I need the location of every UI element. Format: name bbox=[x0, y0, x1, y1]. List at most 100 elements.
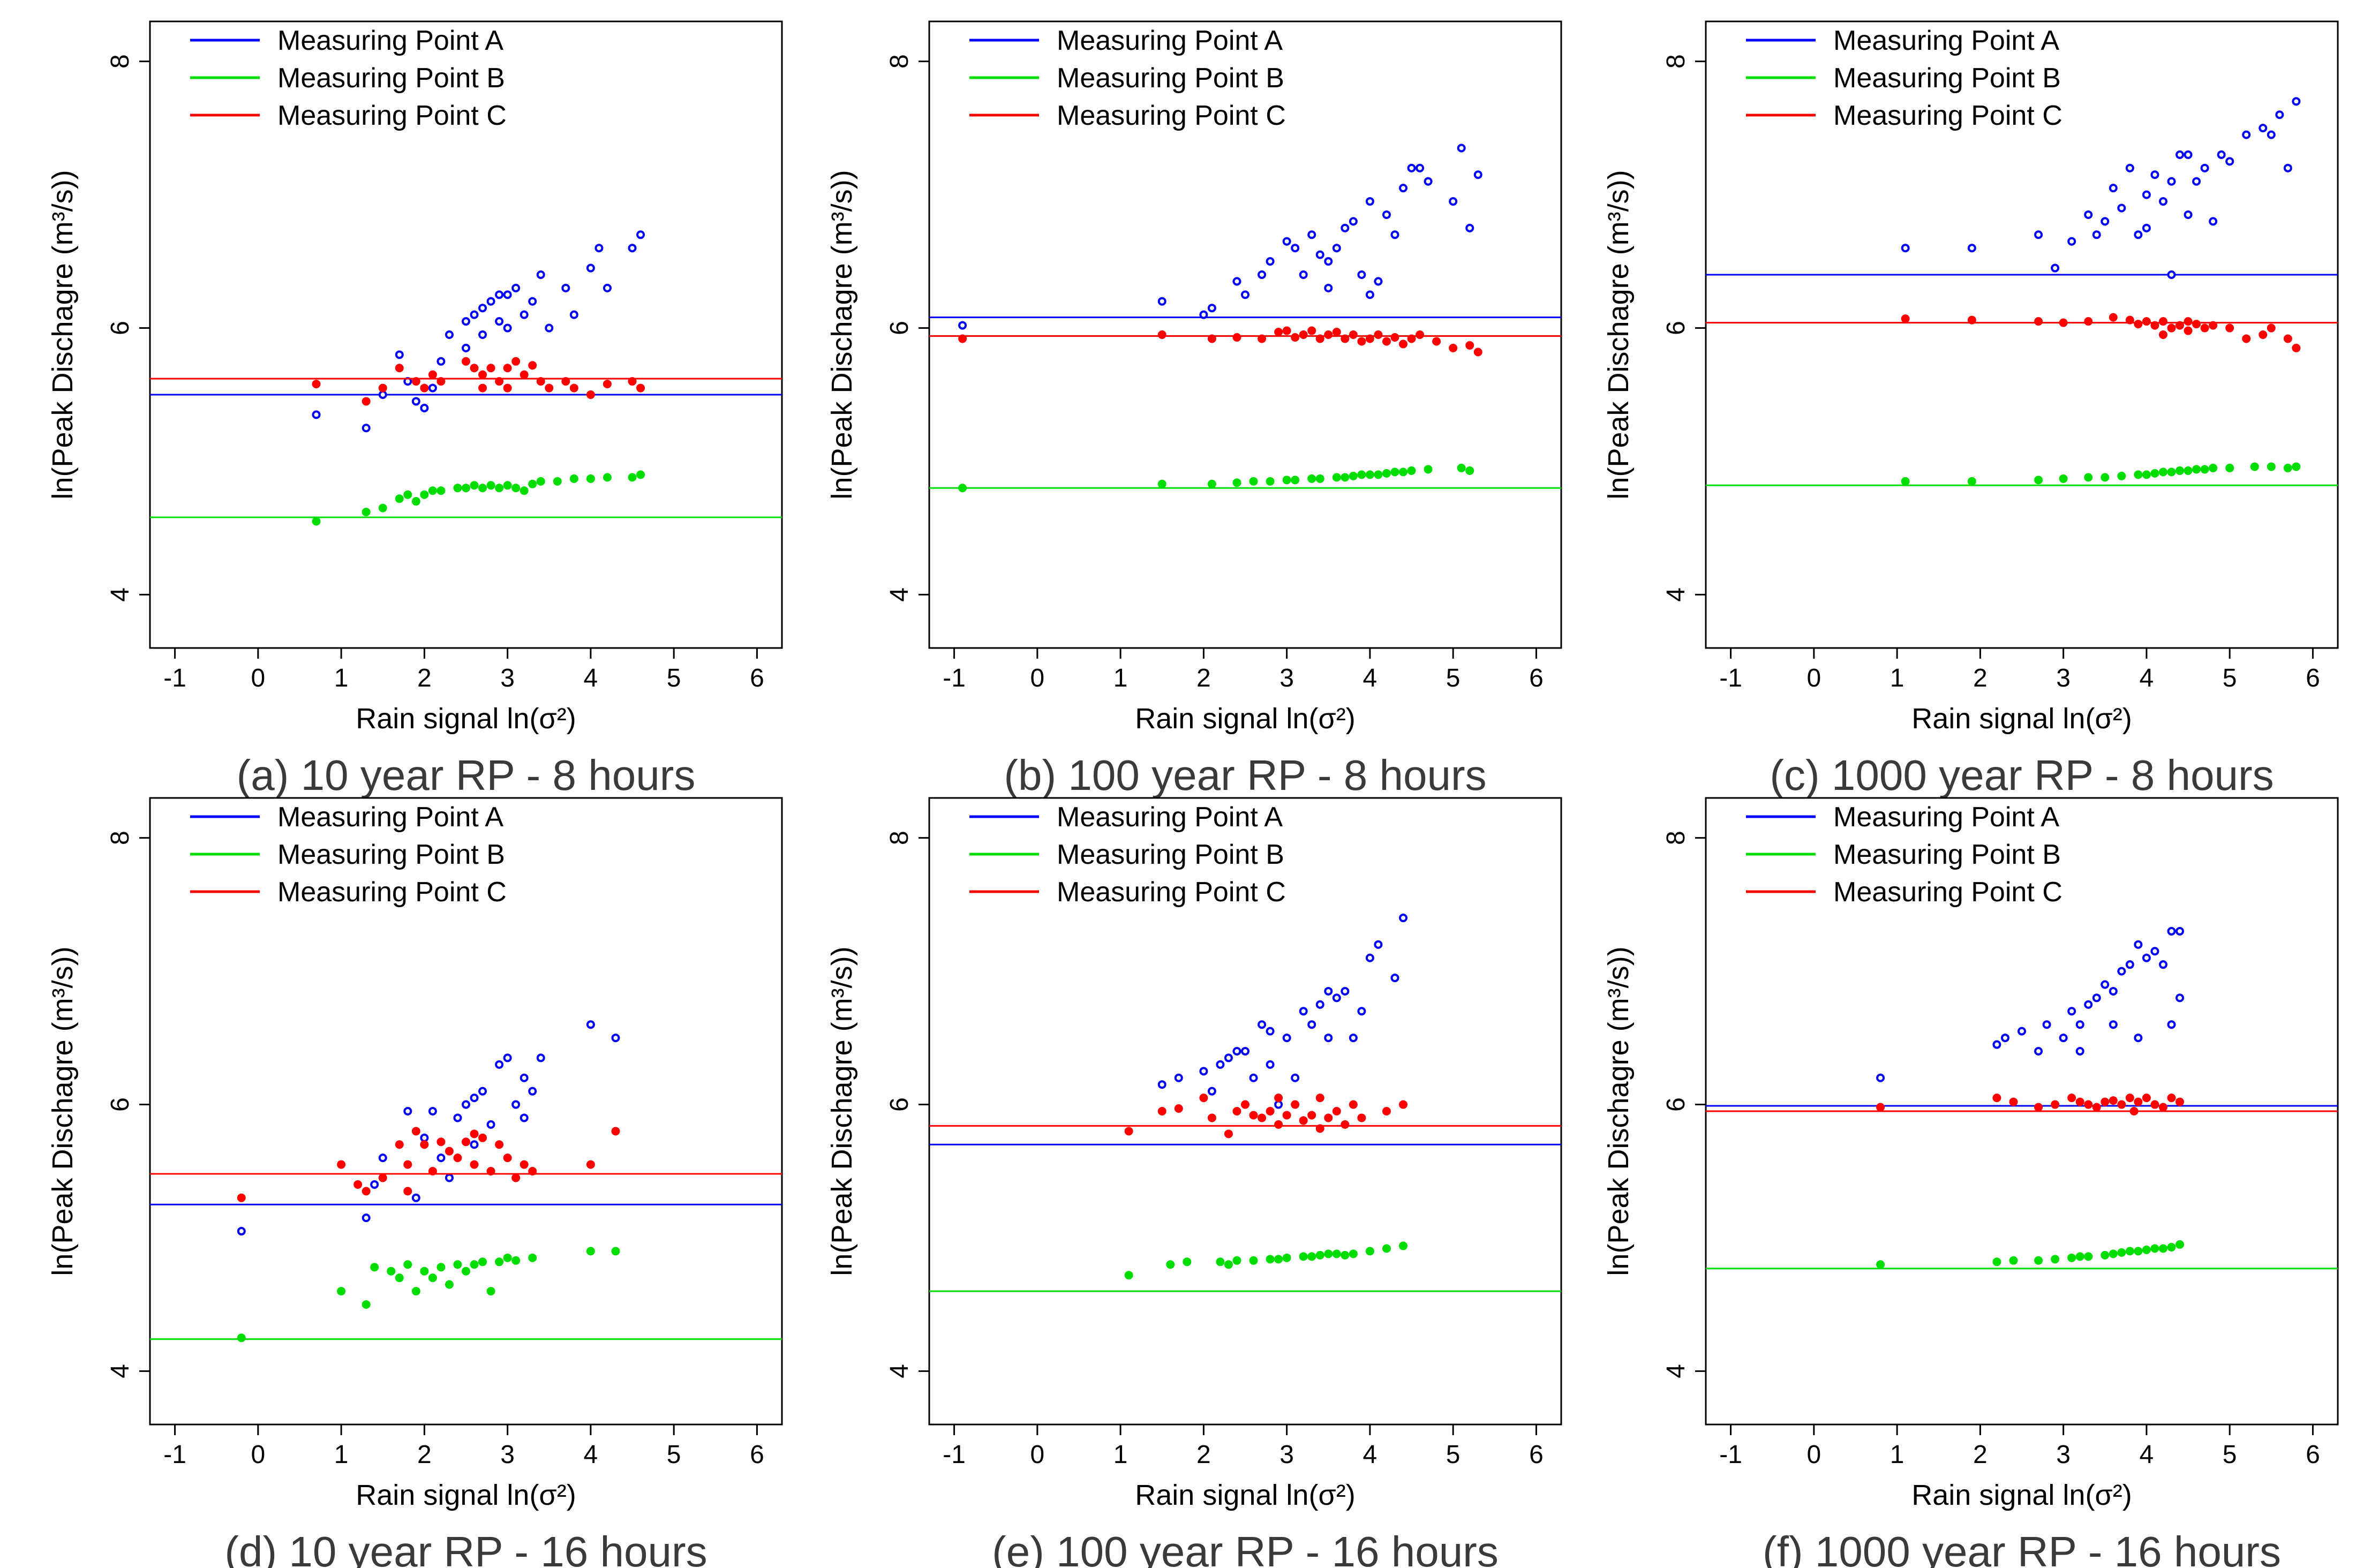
data-point bbox=[603, 283, 612, 292]
data-point bbox=[1365, 953, 1374, 962]
x-tick-label: 0 bbox=[1030, 1441, 1044, 1469]
data-point bbox=[1901, 244, 1910, 253]
data-point bbox=[495, 377, 504, 386]
data-point bbox=[1274, 1120, 1283, 1129]
data-point bbox=[1457, 144, 1466, 153]
data-point bbox=[1291, 333, 1300, 342]
data-point bbox=[2101, 1097, 2110, 1106]
data-point bbox=[403, 1160, 412, 1169]
data-point bbox=[2142, 1094, 2151, 1103]
series-measuring-point-c bbox=[1706, 313, 2338, 352]
data-point bbox=[2176, 466, 2184, 475]
data-point bbox=[528, 297, 537, 306]
data-point bbox=[2209, 217, 2218, 226]
data-point bbox=[603, 380, 612, 389]
y-tick-label: 4 bbox=[1662, 587, 1690, 602]
data-point bbox=[453, 1113, 462, 1122]
data-point bbox=[337, 1160, 346, 1169]
x-tick-label: 1 bbox=[1113, 1441, 1128, 1469]
data-point bbox=[445, 1173, 454, 1182]
series-measuring-point-b bbox=[929, 1241, 1561, 1292]
data-point bbox=[2009, 1256, 2018, 1265]
data-point bbox=[2158, 197, 2167, 206]
x-tick-label: 4 bbox=[584, 664, 598, 692]
data-point bbox=[411, 1287, 420, 1296]
data-point bbox=[420, 383, 429, 393]
data-point bbox=[1315, 1094, 1324, 1103]
data-point bbox=[636, 470, 645, 479]
data-point bbox=[1157, 1107, 1166, 1115]
data-point bbox=[1416, 163, 1425, 172]
data-point bbox=[2200, 323, 2209, 333]
legend: Measuring Point A Measuring Point B Measur… bbox=[1746, 25, 2063, 131]
plot-area bbox=[1706, 97, 2338, 486]
data-point bbox=[470, 1094, 479, 1103]
x-tick-label: 4 bbox=[2140, 1441, 2154, 1469]
x-tick-label: 5 bbox=[667, 1441, 681, 1469]
data-point bbox=[420, 1133, 429, 1142]
legend-label: Measuring Point C bbox=[277, 877, 507, 908]
x-axis-label: Rain signal ln(σ²) bbox=[1911, 1479, 2132, 1511]
data-point bbox=[520, 1073, 529, 1082]
data-point bbox=[2259, 330, 2268, 339]
data-point bbox=[1282, 1253, 1291, 1262]
data-point bbox=[2176, 926, 2184, 936]
data-point bbox=[2158, 330, 2167, 339]
data-point bbox=[1365, 470, 1374, 479]
data-point bbox=[1299, 1116, 1308, 1125]
data-point bbox=[1282, 476, 1291, 485]
data-point bbox=[2267, 462, 2276, 471]
data-point bbox=[1282, 1111, 1291, 1120]
data-point bbox=[1291, 1100, 1300, 1109]
data-point bbox=[1266, 1027, 1275, 1036]
data-point bbox=[611, 1247, 620, 1256]
data-point bbox=[1315, 250, 1324, 259]
data-point bbox=[511, 484, 521, 493]
data-point bbox=[1382, 1244, 1391, 1253]
data-point bbox=[2142, 317, 2151, 326]
data-point bbox=[2125, 1094, 2134, 1103]
data-point bbox=[2084, 1100, 2093, 1109]
series-measuring-point-c bbox=[929, 1094, 1561, 1139]
data-point bbox=[1341, 986, 1350, 996]
data-point bbox=[378, 1154, 387, 1163]
data-point bbox=[2167, 926, 2176, 936]
data-point bbox=[486, 364, 495, 373]
data-point bbox=[1424, 177, 1433, 186]
series-measuring-point-b bbox=[150, 1247, 782, 1343]
data-point bbox=[495, 1060, 504, 1069]
data-point bbox=[1407, 163, 1416, 172]
data-point bbox=[1241, 1046, 1249, 1056]
data-point bbox=[586, 1160, 595, 1169]
data-point bbox=[428, 1167, 437, 1176]
data-point bbox=[958, 321, 967, 330]
data-point bbox=[395, 1273, 404, 1283]
data-point bbox=[1266, 1107, 1275, 1115]
data-point bbox=[2142, 223, 2151, 232]
data-point bbox=[2267, 130, 2276, 139]
x-tick-label: 1 bbox=[1890, 1441, 1905, 1469]
y-axis-label: ln(Peak Dischagre (m³/s)) bbox=[47, 170, 79, 499]
data-point bbox=[1407, 334, 1416, 343]
data-point bbox=[1258, 270, 1267, 279]
data-point bbox=[453, 484, 462, 493]
x-tick-label: -1 bbox=[1719, 1441, 1742, 1469]
data-point bbox=[436, 357, 446, 366]
data-point bbox=[2018, 1027, 2026, 1036]
data-point bbox=[1207, 1087, 1216, 1096]
data-point bbox=[1274, 1100, 1283, 1109]
data-point bbox=[2134, 470, 2143, 479]
data-point bbox=[536, 1053, 545, 1062]
data-point bbox=[462, 317, 470, 326]
data-point bbox=[553, 477, 562, 486]
data-point bbox=[2101, 217, 2110, 226]
data-point bbox=[2292, 462, 2301, 471]
data-point bbox=[353, 1180, 363, 1189]
data-point bbox=[2109, 986, 2118, 996]
data-point bbox=[1282, 326, 1291, 335]
data-point bbox=[2158, 960, 2167, 969]
data-point bbox=[511, 1256, 521, 1265]
data-point bbox=[2192, 177, 2201, 186]
data-point bbox=[2059, 318, 2068, 327]
data-point bbox=[1901, 477, 1910, 486]
